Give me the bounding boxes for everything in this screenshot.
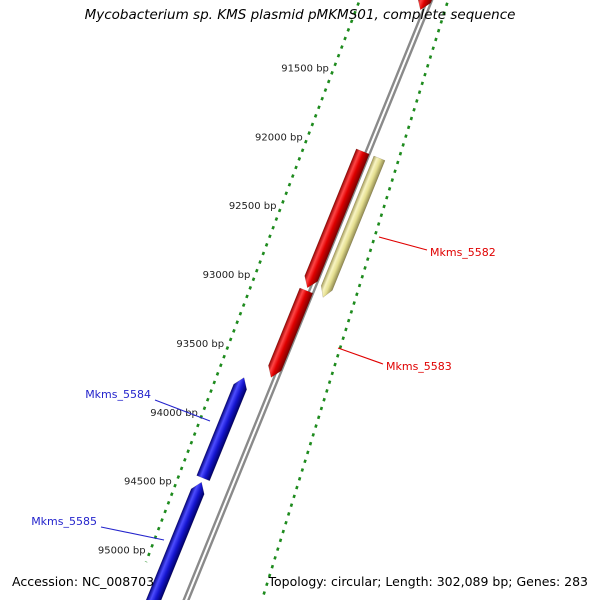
ruler-tick-label: 94000 bp	[150, 408, 198, 419]
ruler-tick-label: 95000 bp	[98, 546, 146, 557]
gene-label-Mkms_5582[interactable]: Mkms_5582	[430, 246, 496, 259]
gene-label-leader	[154, 399, 211, 422]
topology-summary: Topology: circular; Length: 302,089 bp; …	[268, 574, 589, 589]
gene-arrow-Mkms_5584[interactable]	[196, 377, 247, 482]
ruler-tick-label: 93500 bp	[176, 339, 224, 350]
ruler-tick-label: 92500 bp	[229, 201, 277, 212]
gene-arrow-Mkms_5582[interactable]	[304, 148, 370, 289]
gene-label-leader	[378, 236, 428, 251]
sequence-title: Mycobacterium sp. KMS plasmid pMKMS01, c…	[84, 7, 516, 23]
gene-arrow-Mkms_5585[interactable]	[142, 481, 205, 600]
ruler-tick-label: 92000 bp	[255, 132, 303, 143]
gene-arrow-unlabeled-0[interactable]	[417, 0, 438, 11]
gene-label-leader	[100, 526, 165, 541]
gene-arrow-unlabeled-2[interactable]	[320, 155, 386, 298]
accession-label: Accession: NC_008703	[12, 574, 155, 589]
ruler-dashed-line-right	[260, 0, 450, 600]
ruler-dashed-line-left	[144, 0, 362, 563]
gene-label-Mkms_5583[interactable]: Mkms_5583	[386, 360, 452, 373]
gene-label-Mkms_5585[interactable]: Mkms_5585	[31, 515, 97, 528]
ruler-tick-label: 93000 bp	[203, 270, 251, 281]
sequence-backbone-line	[187, 0, 434, 600]
ruler-tick-label: 94500 bp	[124, 477, 172, 488]
gene-arrow-Mkms_5583[interactable]	[268, 287, 314, 378]
ruler-tick-label: 91500 bp	[281, 64, 329, 75]
gene-label-Mkms_5584[interactable]: Mkms_5584	[85, 388, 151, 401]
gene-label-leader	[337, 347, 384, 365]
